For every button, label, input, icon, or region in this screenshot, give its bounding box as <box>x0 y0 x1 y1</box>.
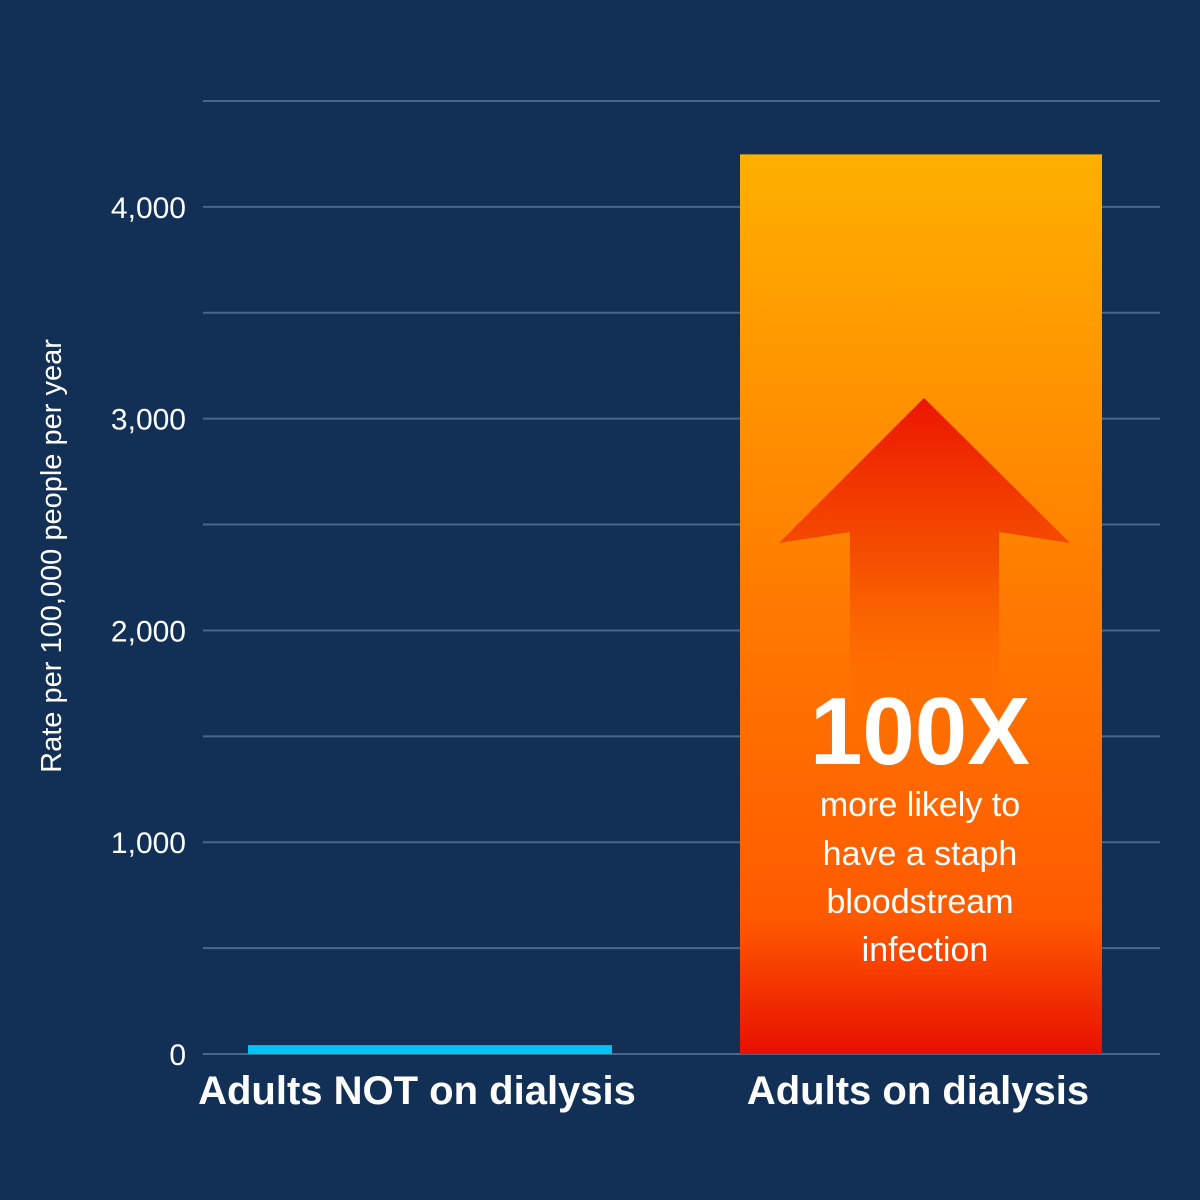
x-axis-labels: Adults NOT on dialysis Adults on dialysis <box>198 1069 1089 1113</box>
x-category-label: Adults on dialysis <box>747 1069 1089 1113</box>
up-arrow-icon <box>779 398 1070 720</box>
annotation-line: have a staph <box>823 835 1018 873</box>
y-tick-label: 2,000 <box>111 615 186 648</box>
annotation-headline: 100X <box>810 678 1030 785</box>
y-tick-label: 3,000 <box>111 404 186 437</box>
bar-not-on-dialysis <box>248 1045 612 1054</box>
y-tick-label: 1,000 <box>111 827 186 860</box>
y-axis-label: Rate per 100,000 people per year <box>36 339 68 773</box>
x-category-label: Adults NOT on dialysis <box>198 1069 636 1113</box>
annotation-line: bloodstream <box>826 883 1013 921</box>
gridlines <box>203 100 1160 1055</box>
annotation: 100X more likely to have a staph bloodst… <box>779 398 1070 969</box>
y-tick-label: 4,000 <box>111 192 186 225</box>
annotation-line: more likely to <box>820 786 1020 824</box>
y-axis-ticks: 0 1,000 2,000 3,000 4,000 <box>111 192 186 1072</box>
y-tick-label: 0 <box>169 1039 186 1072</box>
annotation-line: infection <box>862 931 989 969</box>
